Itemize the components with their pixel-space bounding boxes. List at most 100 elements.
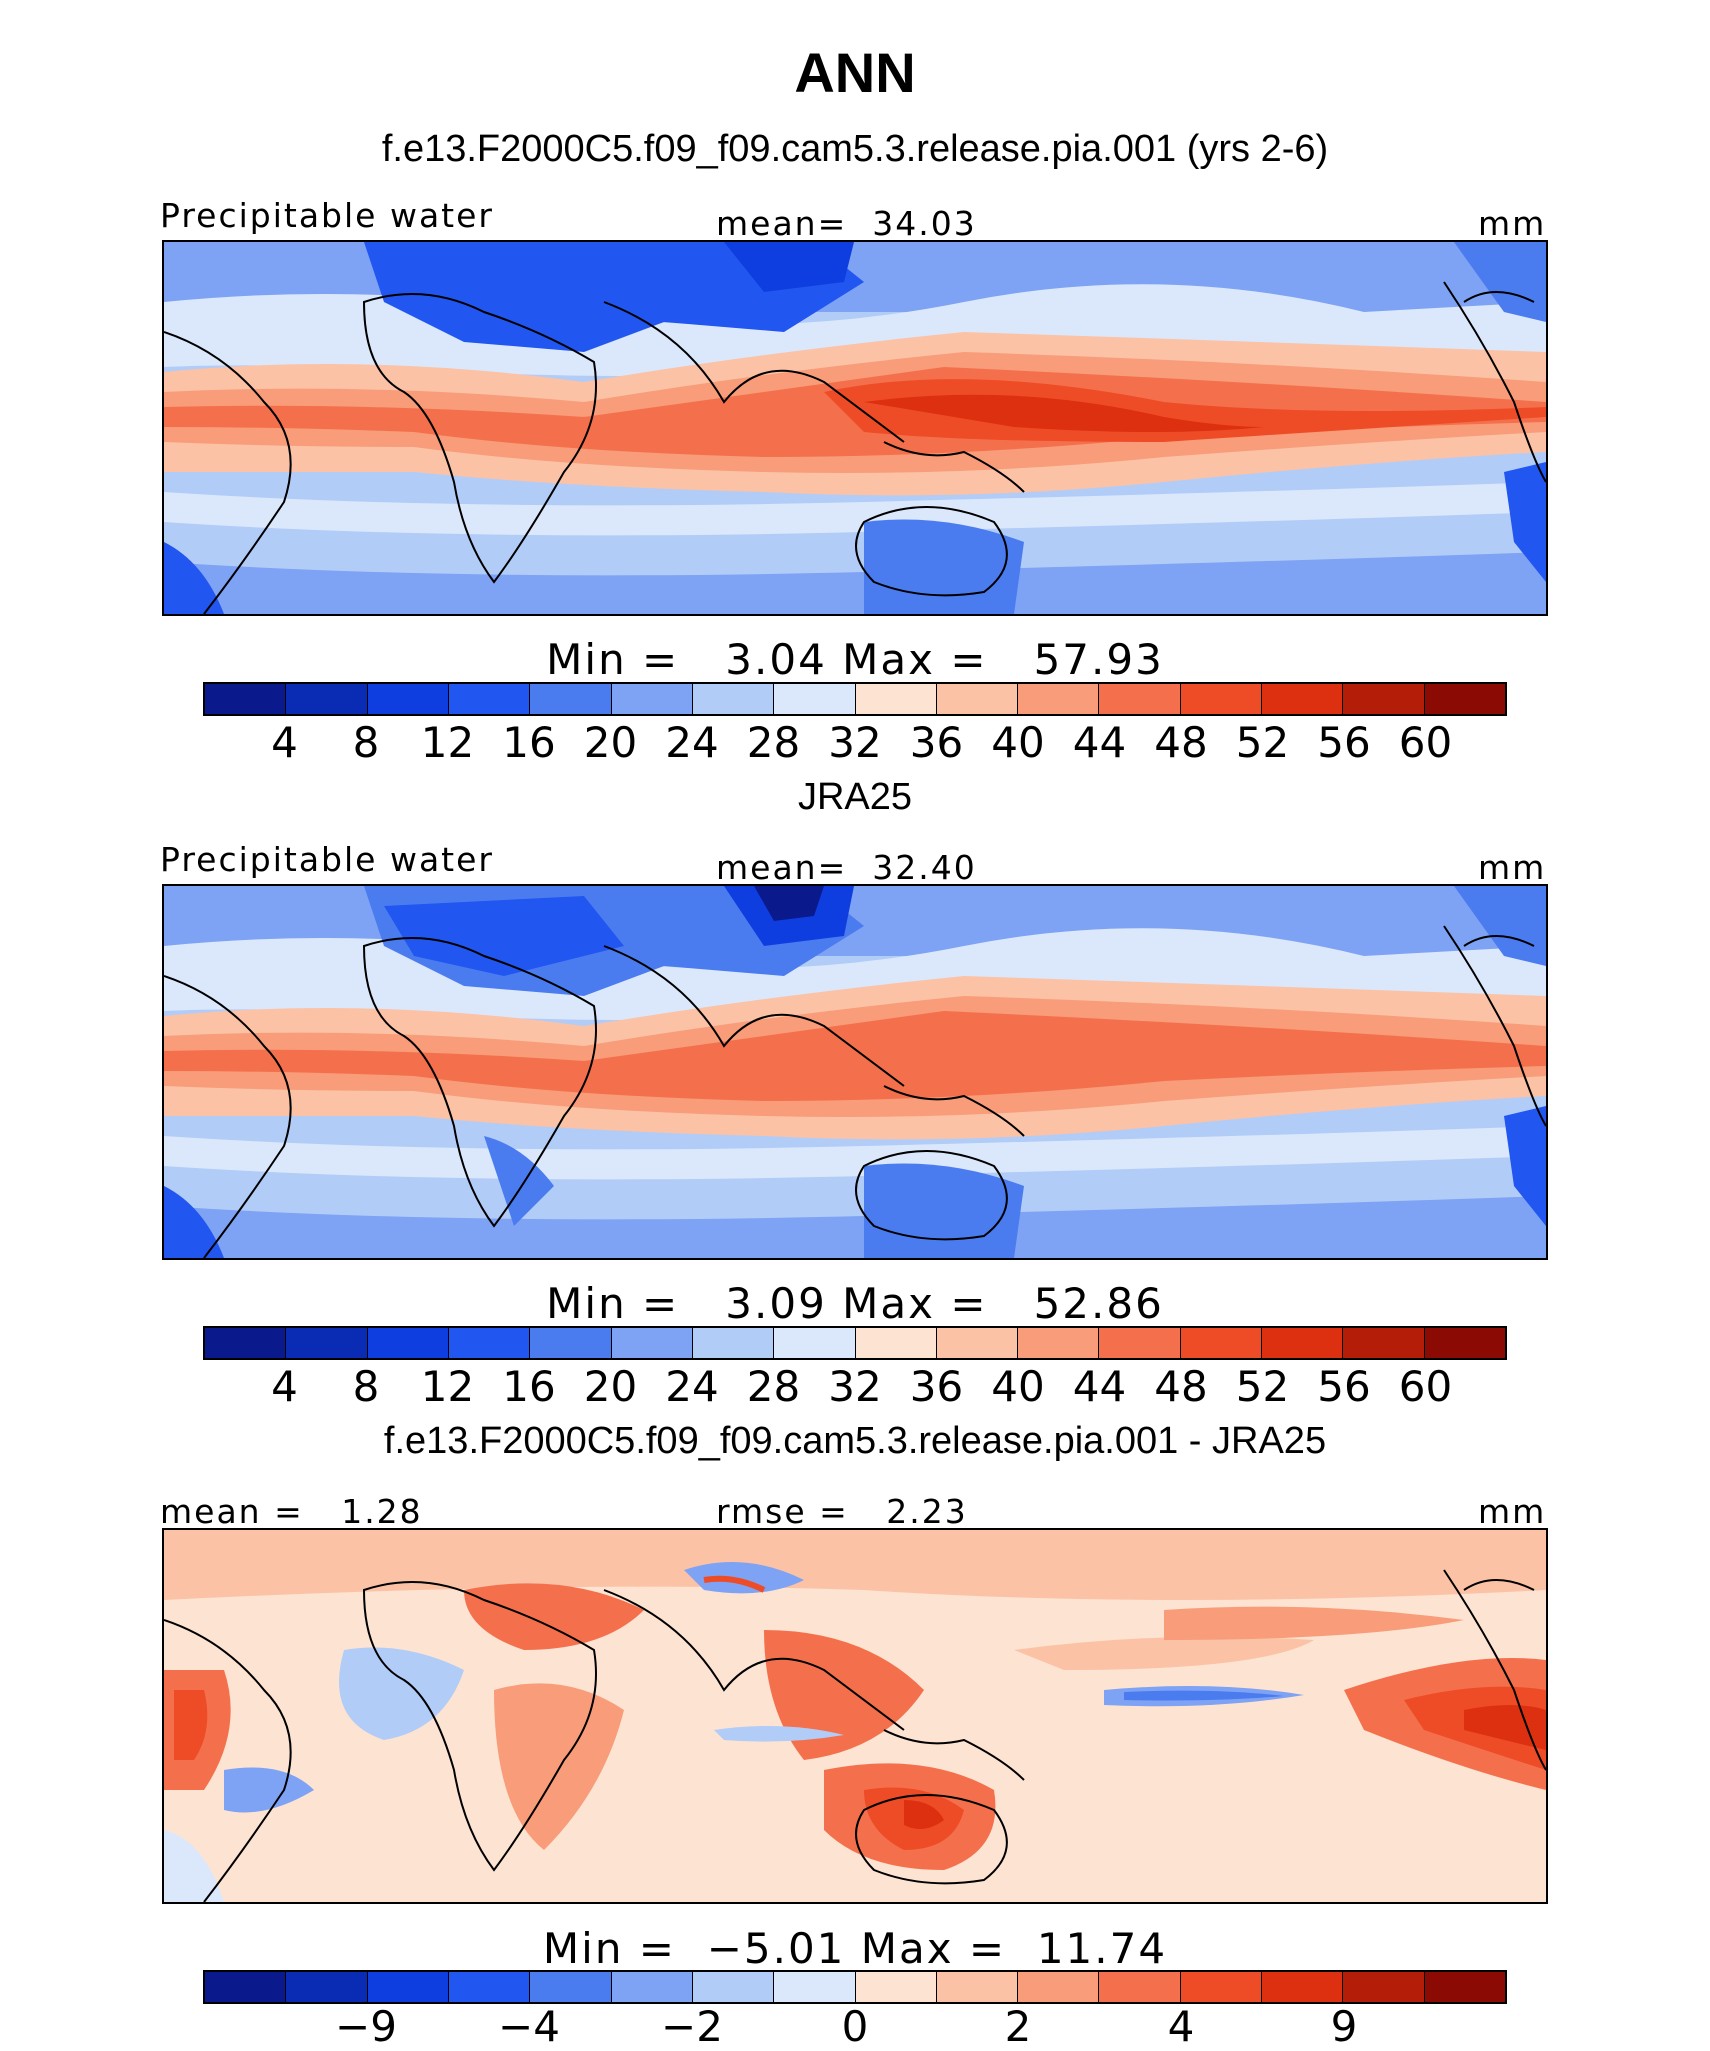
panel-2-colorbar-swatch-2 bbox=[367, 1328, 449, 1358]
panel-2-colorbar-tick-10: 44 bbox=[1072, 1362, 1127, 1411]
panel-2-colorbar-swatch-6 bbox=[692, 1328, 775, 1358]
panel-2-map bbox=[162, 884, 1548, 1260]
panel-2-colorbar-tick-13: 56 bbox=[1317, 1362, 1371, 1411]
panel-2-colorbar bbox=[203, 1326, 1507, 1360]
panel-2-mean-label: mean= 32.40 bbox=[716, 848, 977, 887]
panel-2-colorbar-swatch-9 bbox=[936, 1328, 1019, 1358]
panel-1-colorbar-swatch-3 bbox=[448, 684, 531, 714]
panel-2-minmax: Min = 3.09 Max = 52.86 bbox=[546, 1279, 1164, 1328]
panel-1-colorbar-swatch-7 bbox=[774, 684, 856, 714]
panel-3-colorbar bbox=[203, 1970, 1507, 2004]
panel-1-colorbar-swatch-12 bbox=[1180, 684, 1263, 714]
panel-1-variable-label: Precipitable water bbox=[160, 196, 494, 235]
panel-1-subtitle: f.e13.F2000C5.f09_f09.cam5.3.release.pia… bbox=[381, 128, 1329, 170]
panel-3-colorbar-swatch-9 bbox=[936, 1972, 1019, 2002]
panel-1-units-label: mm bbox=[1478, 204, 1547, 243]
panel-3-colorbar-tick-1: −4 bbox=[498, 2002, 560, 2051]
panel-2-colorbar-swatch-13 bbox=[1262, 1328, 1344, 1358]
panel-1-colorbar-swatch-6 bbox=[692, 684, 775, 714]
panel-1-colorbar-ticks: 4 8 12 16 20 24 28 32 36 40 44 48 52 56 60 bbox=[0, 718, 1710, 768]
panel-2-colorbar-swatch-8 bbox=[855, 1328, 937, 1358]
figure-title: ANN bbox=[794, 41, 916, 104]
panel-2-units-label: mm bbox=[1478, 848, 1547, 887]
panel-1-colorbar-tick-13: 56 bbox=[1317, 718, 1371, 767]
panel-2-colorbar-swatch-12 bbox=[1180, 1328, 1263, 1358]
panel-3-rmse-label: rmse = 2.23 bbox=[716, 1492, 968, 1531]
panel-2-colorbar-tick-9: 40 bbox=[991, 1362, 1045, 1411]
panel-2-colorbar-swatch-5 bbox=[611, 1328, 693, 1358]
panel-2-colorbar-tick-11: 48 bbox=[1154, 1362, 1208, 1411]
panel-1-colorbar-swatch-15 bbox=[1424, 684, 1505, 714]
panel-2-colorbar-swatch-15 bbox=[1424, 1328, 1505, 1358]
panel-2-colorbar-ticks: 4 8 12 16 20 24 28 32 36 40 44 48 52 56 60 bbox=[0, 1362, 1710, 1412]
panel-2-colorbar-tick-7: 32 bbox=[828, 1362, 882, 1411]
panel-2-colorbar-swatch-10 bbox=[1018, 1328, 1100, 1358]
panel-2-colorbar-tick-0: 4 bbox=[271, 1362, 298, 1411]
panel-2-variable-label: Precipitable water bbox=[160, 840, 494, 879]
panel-3-colorbar-swatch-14 bbox=[1343, 1972, 1425, 2002]
panel-1-colorbar-tick-14: 60 bbox=[1398, 718, 1453, 767]
panel-1-colorbar-tick-12: 52 bbox=[1235, 718, 1290, 767]
panel-1-colorbar-tick-0: 4 bbox=[271, 718, 298, 767]
panel-1-map bbox=[162, 240, 1548, 616]
panel-1-colorbar-swatch-1 bbox=[286, 684, 368, 714]
panel-2-colorbar-tick-12: 52 bbox=[1235, 1362, 1290, 1411]
panel-2-colorbar-tick-6: 28 bbox=[746, 1362, 801, 1411]
panel-3-minmax: Min = −5.01 Max = 11.74 bbox=[542, 1924, 1168, 1973]
panel-1-colorbar-tick-11: 48 bbox=[1154, 718, 1208, 767]
panel-3-colorbar-ticks: −9 −4 −2 0 2 4 9 bbox=[0, 2002, 1710, 2051]
panel-2-colorbar-swatch-1 bbox=[286, 1328, 368, 1358]
panel-3-colorbar-tick-3: 0 bbox=[841, 2002, 869, 2051]
panel-1-colorbar-tick-8: 36 bbox=[909, 718, 964, 767]
panel-3-colorbar-swatch-13 bbox=[1262, 1972, 1344, 2002]
panel-3-map bbox=[162, 1528, 1548, 1904]
panel-2-colorbar-tick-3: 16 bbox=[502, 1362, 556, 1411]
panel-3-mean-label: mean = 1.28 bbox=[160, 1492, 423, 1531]
panel-3-colorbar-tick-2: −2 bbox=[661, 2002, 723, 2051]
panel-1-colorbar-swatch-11 bbox=[1099, 684, 1181, 714]
panel-1-colorbar-swatch-8 bbox=[855, 684, 937, 714]
panel-2-colorbar-tick-2: 12 bbox=[420, 1362, 475, 1411]
panel-1-colorbar-tick-3: 16 bbox=[502, 718, 556, 767]
panel-3-map-field bbox=[164, 1530, 1546, 1902]
panel-2-colorbar-tick-8: 36 bbox=[909, 1362, 964, 1411]
panel-1-colorbar-tick-6: 28 bbox=[746, 718, 801, 767]
panel-2-colorbar-tick-14: 60 bbox=[1398, 1362, 1453, 1411]
panel-1-colorbar-tick-4: 20 bbox=[583, 718, 638, 767]
panel-1-colorbar-swatch-4 bbox=[530, 684, 612, 714]
panel-3-colorbar-swatch-5 bbox=[611, 1972, 693, 2002]
panel-3-colorbar-swatch-0 bbox=[205, 1972, 287, 2002]
panel-2-subtitle: JRA25 bbox=[797, 776, 913, 818]
panel-1-colorbar-swatch-5 bbox=[611, 684, 693, 714]
panel-1-colorbar-tick-9: 40 bbox=[991, 718, 1045, 767]
panel-1-colorbar-tick-2: 12 bbox=[420, 718, 475, 767]
panel-1-map-field bbox=[164, 242, 1546, 614]
panel-1-colorbar-swatch-14 bbox=[1343, 684, 1425, 714]
panel-1-colorbar-tick-7: 32 bbox=[828, 718, 882, 767]
panel-1-colorbar-tick-10: 44 bbox=[1072, 718, 1127, 767]
panel-2-map-field bbox=[164, 886, 1546, 1258]
panel-1-colorbar-swatch-0 bbox=[205, 684, 287, 714]
panel-3-colorbar-swatch-10 bbox=[1018, 1972, 1100, 2002]
panel-3-colorbar-swatch-11 bbox=[1099, 1972, 1181, 2002]
panel-3-colorbar-swatch-4 bbox=[530, 1972, 612, 2002]
panel-3-colorbar-swatch-3 bbox=[448, 1972, 531, 2002]
panel-1-colorbar-swatch-9 bbox=[936, 684, 1019, 714]
panel-1-colorbar-swatch-13 bbox=[1262, 684, 1344, 714]
panel-3-colorbar-swatch-15 bbox=[1424, 1972, 1505, 2002]
panel-3-colorbar-tick-4: 2 bbox=[1004, 2002, 1032, 2051]
panel-2-colorbar-swatch-14 bbox=[1343, 1328, 1425, 1358]
panel-3-subtitle: f.e13.F2000C5.f09_f09.cam5.3.release.pia… bbox=[383, 1420, 1327, 1462]
panel-3-colorbar-swatch-2 bbox=[367, 1972, 449, 2002]
panel-3-colorbar-swatch-8 bbox=[855, 1972, 937, 2002]
panel-1-colorbar-swatch-10 bbox=[1018, 684, 1100, 714]
panel-1-colorbar bbox=[203, 682, 1507, 716]
panel-2-colorbar-swatch-3 bbox=[448, 1328, 531, 1358]
panel-3-colorbar-swatch-7 bbox=[774, 1972, 856, 2002]
panel-2-colorbar-swatch-4 bbox=[530, 1328, 612, 1358]
panel-3-colorbar-tick-6: 9 bbox=[1330, 2002, 1358, 2051]
panel-2-colorbar-tick-5: 24 bbox=[665, 1362, 719, 1411]
panel-3-colorbar-tick-0: −9 bbox=[335, 2002, 397, 2051]
panel-2-colorbar-tick-1: 8 bbox=[352, 1362, 380, 1411]
panel-2-colorbar-swatch-11 bbox=[1099, 1328, 1181, 1358]
